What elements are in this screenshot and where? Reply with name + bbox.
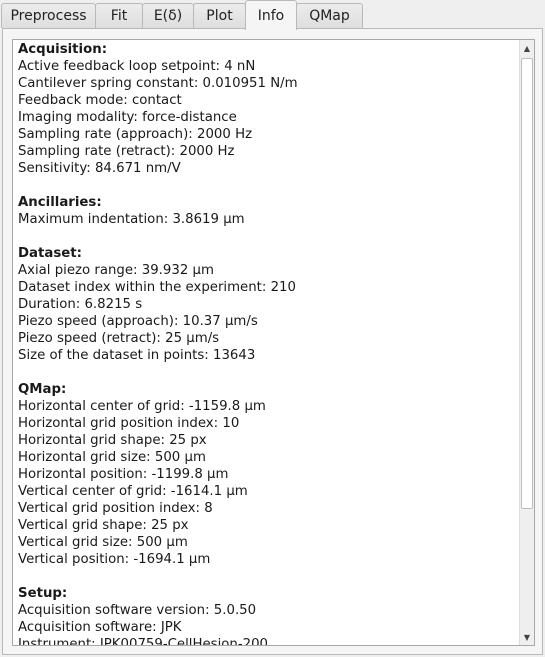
tab-fit[interactable]: Fit xyxy=(95,3,143,28)
info-line: Maximum indentation: 3.8619 µm xyxy=(18,212,245,227)
info-line: Size of the dataset in points: 13643 xyxy=(18,348,256,363)
info-panel: Acquisition: Active feedback loop setpoin… xyxy=(2,28,543,655)
info-line: Axial piezo range: 39.932 µm xyxy=(18,263,214,278)
info-line: Active feedback loop setpoint: 4 nN xyxy=(18,59,256,74)
info-line: Acquisition software version: 5.0.50 xyxy=(18,603,257,618)
info-line: Dataset index within the experiment: 210 xyxy=(18,280,296,295)
tab-qmap[interactable]: QMap xyxy=(296,3,363,28)
tab-plot[interactable]: Plot xyxy=(193,3,246,28)
section-title: Setup: xyxy=(18,586,68,601)
info-line: Vertical position: -1694.1 µm xyxy=(18,552,211,567)
info-line: Cantilever spring constant: 0.010951 N/m xyxy=(18,76,298,91)
info-content: Acquisition: Active feedback loop setpoin… xyxy=(18,41,513,645)
tab-info[interactable]: Info xyxy=(245,0,297,30)
tab-e-delta[interactable]: E(δ) xyxy=(142,3,194,28)
info-line: Sensitivity: 84.671 nm/V xyxy=(18,161,181,176)
section-title: QMap: xyxy=(18,382,67,397)
section-spacer xyxy=(18,177,513,194)
info-line: Piezo speed (approach): 10.37 µm/s xyxy=(18,314,258,329)
info-line: Vertical center of grid: -1614.1 µm xyxy=(18,484,248,499)
info-line: Horizontal grid position index: 10 xyxy=(18,416,240,431)
section-spacer xyxy=(18,568,513,585)
section-title: Ancillaries: xyxy=(18,195,102,210)
info-line: Horizontal grid shape: 25 px xyxy=(18,433,207,448)
tab-bar: Preprocess Fit E(δ) Plot Info QMap xyxy=(0,0,545,30)
info-line: Sampling rate (approach): 2000 Hz xyxy=(18,127,253,142)
info-line: Horizontal grid size: 500 µm xyxy=(18,450,206,465)
tab-label: E(δ) xyxy=(153,8,183,24)
section-title: Dataset: xyxy=(18,246,82,261)
info-line: Sampling rate (retract): 2000 Hz xyxy=(18,144,235,159)
info-text-area[interactable]: Acquisition: Active feedback loop setpoin… xyxy=(12,39,535,646)
section-title: Acquisition: xyxy=(18,42,108,57)
section-spacer xyxy=(18,364,513,381)
scroll-up-icon[interactable]: ▲ xyxy=(523,43,531,53)
section-spacer xyxy=(18,228,513,245)
tab-label: Preprocess xyxy=(10,8,87,24)
vertical-scrollbar[interactable]: ▲ ▼ xyxy=(519,40,534,645)
scrollbar-thumb[interactable] xyxy=(521,58,533,509)
info-line: Vertical grid position index: 8 xyxy=(18,501,213,516)
info-line: Vertical grid shape: 25 px xyxy=(18,518,189,533)
info-line: Instrument: JPK00759-CellHesion-200 xyxy=(18,637,269,645)
tab-label: QMap xyxy=(309,8,350,24)
info-line: Horizontal center of grid: -1159.8 µm xyxy=(18,399,266,414)
info-line: Acquisition software: JPK xyxy=(18,620,182,635)
tab-label: Info xyxy=(257,7,285,24)
info-line: Duration: 6.8215 s xyxy=(18,297,143,312)
info-line: Feedback mode: contact xyxy=(18,93,182,108)
tab-label: Fit xyxy=(110,8,128,24)
tab-label: Plot xyxy=(206,8,233,24)
info-line: Imaging modality: force-distance xyxy=(18,110,237,125)
info-line: Horizontal position: -1199.8 µm xyxy=(18,467,229,482)
info-line: Piezo speed (retract): 25 µm/s xyxy=(18,331,220,346)
scroll-down-icon[interactable]: ▼ xyxy=(523,632,531,642)
info-line: Vertical grid size: 500 µm xyxy=(18,535,188,550)
tab-preprocess[interactable]: Preprocess xyxy=(1,3,96,28)
